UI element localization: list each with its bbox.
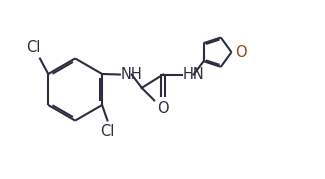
Text: O: O [236,45,247,60]
Text: Cl: Cl [26,40,41,55]
Text: NH: NH [121,67,143,82]
Text: HN: HN [183,67,205,82]
Text: Cl: Cl [100,124,115,139]
Text: O: O [157,101,169,116]
